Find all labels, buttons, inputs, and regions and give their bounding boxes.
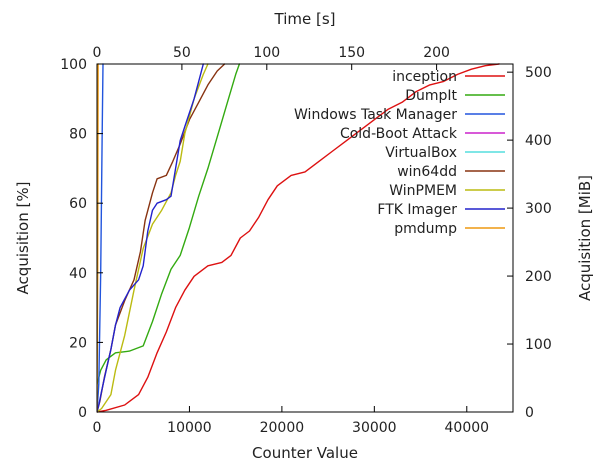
y2-tick-label: 0	[525, 405, 534, 421]
x2-tick-label: 0	[93, 45, 102, 61]
bottom-axis-title: Counter Value	[252, 444, 358, 462]
left-axis-title: Acquisition [%]	[14, 182, 32, 295]
y-tick-label: 80	[69, 127, 87, 143]
legend-label: win64dd	[397, 164, 457, 180]
x-tick-label: 20000	[260, 420, 305, 436]
legend-label: WinPMEM	[389, 183, 457, 199]
top-axis-title: Time [s]	[274, 10, 336, 28]
series-line-ftk-imager	[97, 63, 204, 413]
legend-label: DumpIt	[405, 88, 457, 104]
legend: inception DumpIt Windows Task Manager Cold-…	[294, 69, 505, 237]
series-line-winpmem	[97, 63, 209, 413]
y-tick-label: 20	[69, 335, 87, 351]
x-tick-label: 30000	[352, 420, 397, 436]
y2-tick-label: 500	[525, 65, 552, 81]
legend-label: VirtualBox	[385, 145, 457, 161]
x-tick-label: 40000	[445, 420, 490, 436]
y-tick-label: 40	[69, 266, 87, 282]
x-tick-label: 0	[93, 420, 102, 436]
series-line-dumpit	[97, 63, 241, 385]
legend-label: Cold-Boot Attack	[340, 126, 458, 142]
legend-label: Windows Task Manager	[294, 107, 457, 123]
x2-tick-label: 200	[423, 45, 450, 61]
series-line-win64dd	[97, 63, 226, 413]
legend-label: FTK Imager	[377, 202, 457, 218]
x2-tick-label: 50	[173, 45, 191, 61]
y-tick-label: 60	[69, 196, 87, 212]
y2-tick-label: 400	[525, 133, 552, 149]
y2-tick-label: 200	[525, 269, 552, 285]
y2-tick-label: 100	[525, 337, 552, 353]
plot-frame	[96, 63, 514, 413]
x2-tick-label: 100	[253, 45, 280, 61]
y2-tick-label: 300	[525, 201, 552, 217]
y-tick-label: 100	[60, 57, 87, 73]
right-axis-title: Acquisition [MiB]	[576, 175, 594, 301]
x-tick-label: 10000	[167, 420, 212, 436]
legend-label: pmdump	[394, 221, 457, 237]
series-line-inception	[97, 63, 500, 413]
legend-label: inception	[392, 69, 457, 85]
x2-tick-label: 150	[338, 45, 365, 61]
y-tick-label: 0	[78, 405, 87, 421]
